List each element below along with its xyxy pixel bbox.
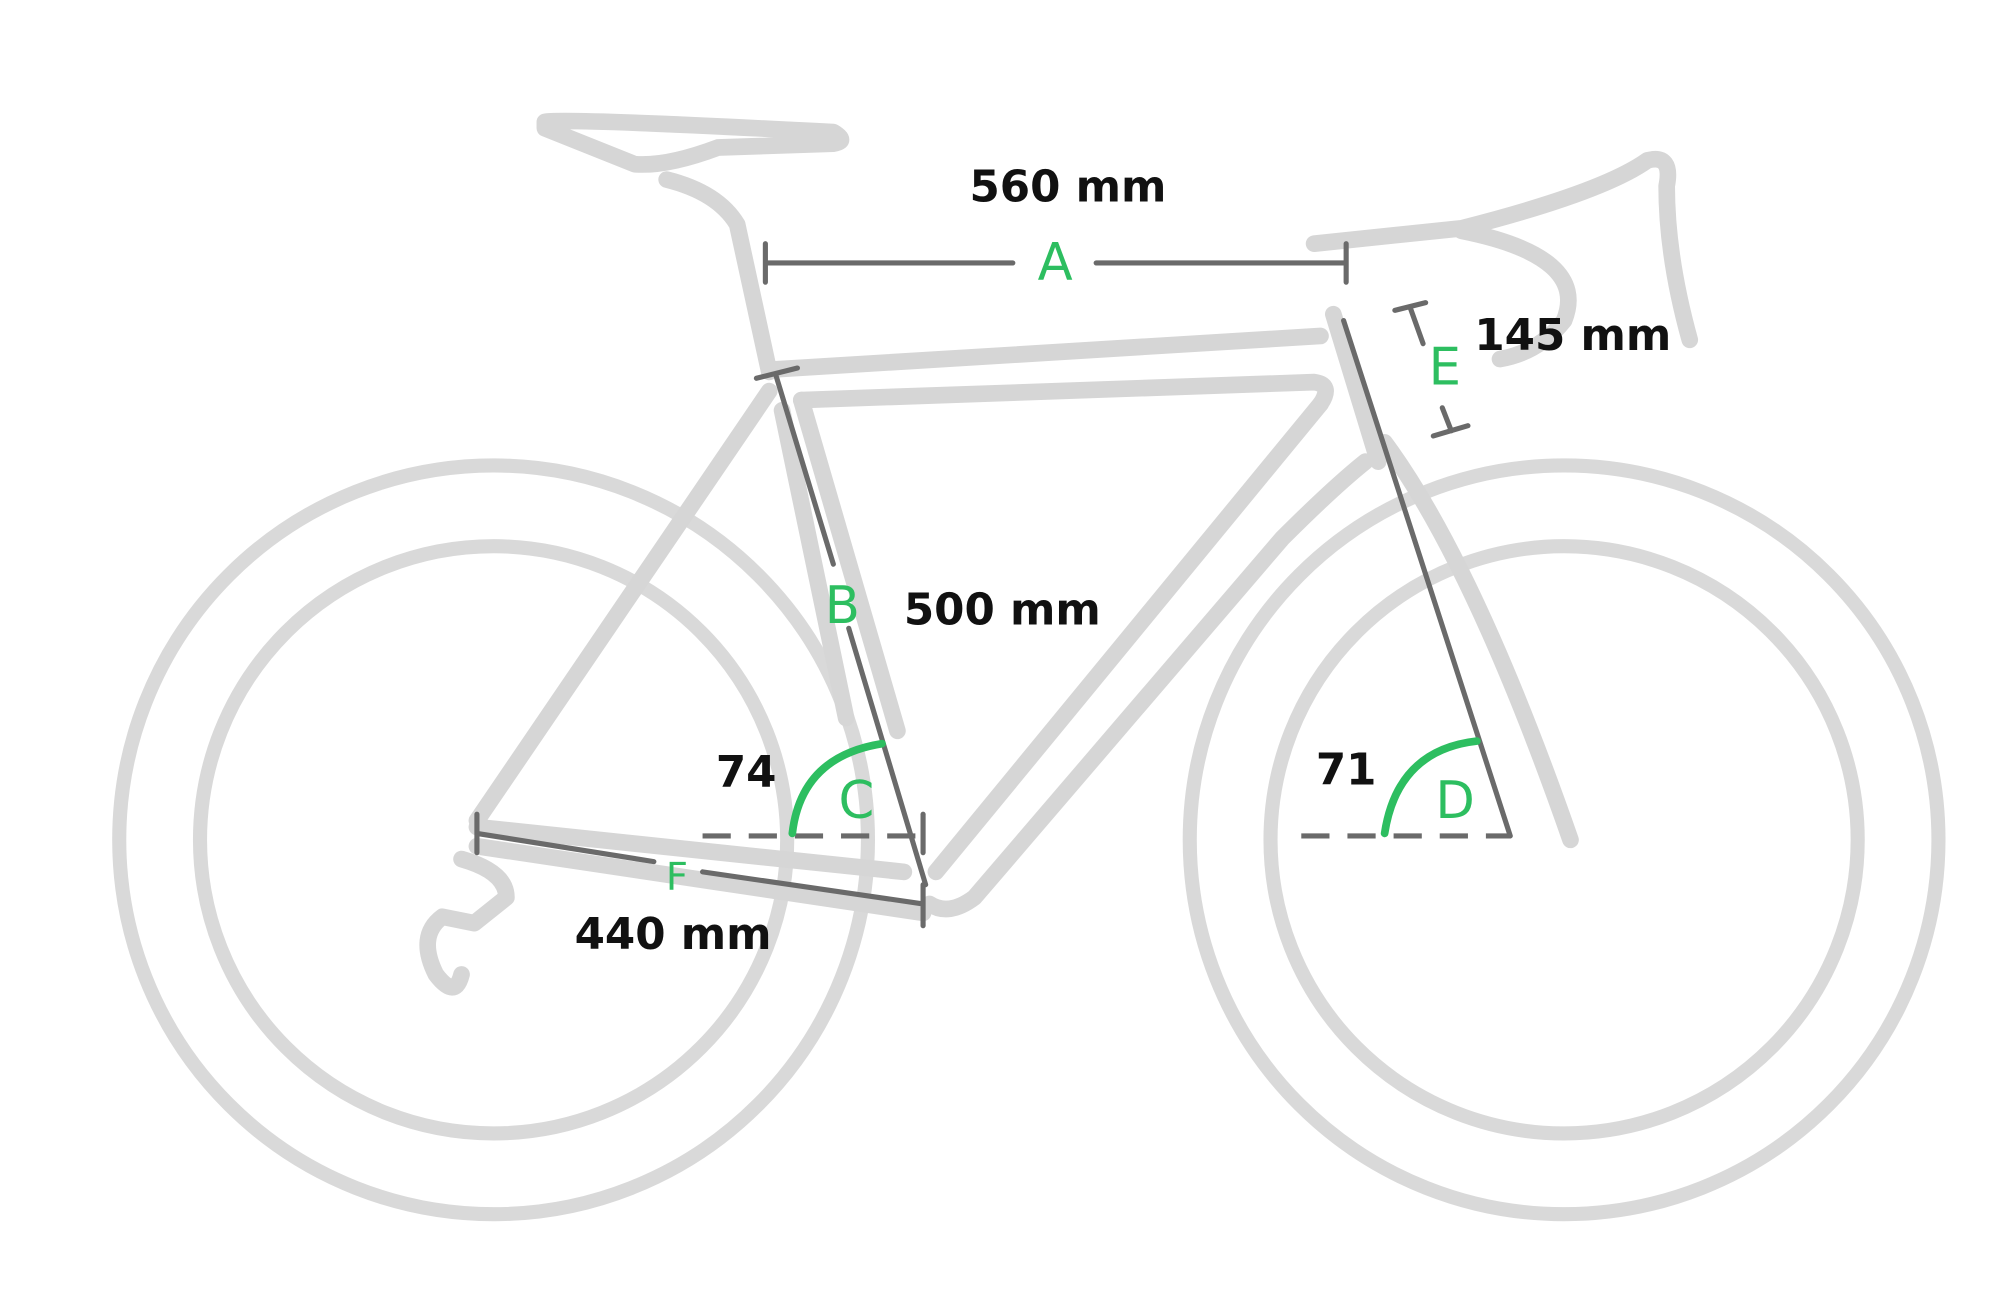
label-f-value: 440 mm (575, 910, 772, 960)
front-wheel (1182, 458, 1946, 1222)
measure-a: A 560 mm (762, 162, 1349, 293)
measure-e: E 145 mm (1392, 300, 1671, 439)
measure-b: B 500 mm (753, 365, 1101, 888)
head-tube (1325, 305, 1387, 470)
bike-frame (419, 112, 1699, 996)
top-tube (767, 327, 1334, 413)
label-d-value: 71 (1316, 746, 1377, 796)
label-f-letter: F (666, 855, 688, 900)
chainstay (468, 818, 932, 922)
label-c-letter: C (839, 771, 875, 831)
stem-handlebar (1305, 151, 1699, 368)
down-tube (921, 395, 1374, 918)
fork (1376, 434, 1579, 849)
seat-stay (468, 382, 778, 829)
label-b-letter: B (825, 576, 860, 636)
measure-f: F 440 mm (474, 811, 926, 960)
label-d-letter: D (1435, 771, 1474, 831)
seatpost (658, 171, 778, 381)
label-e-letter: E (1429, 338, 1461, 398)
rear-derailleur (419, 850, 515, 996)
saddle (536, 112, 850, 173)
rear-wheel (112, 458, 875, 1222)
label-e-value: 145 mm (1474, 311, 1671, 361)
label-c-value: 74 (716, 748, 777, 798)
measure-c: C 74 (702, 739, 926, 856)
label-a-value: 560 mm (969, 162, 1166, 212)
seat-tube (773, 391, 906, 740)
label-a-letter: A (1038, 233, 1073, 293)
measure-d: D 71 (1301, 318, 1513, 839)
label-b-value: 500 mm (904, 585, 1101, 635)
